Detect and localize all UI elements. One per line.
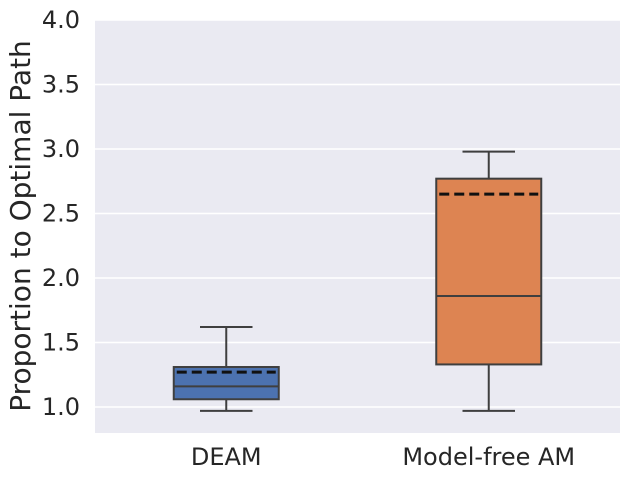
y-tick-labels: 1.0 1.5 2.0 2.5 3.0 3.5 4.0 (42, 6, 80, 421)
x-tick-label: DEAM (191, 443, 262, 471)
y-tick-label: 1.0 (42, 393, 80, 421)
x-tick-labels: DEAM Model-free AM (191, 443, 575, 471)
box-iqr (435, 177, 543, 366)
y-tick-label: 2.0 (42, 264, 80, 292)
y-axis-title: Proportion to Optimal Path (4, 40, 37, 412)
box-deam (172, 326, 280, 412)
y-tick-label: 3.0 (42, 135, 80, 163)
x-tick-label: Model-free AM (402, 443, 575, 471)
box-model-free-am (435, 150, 543, 412)
y-tick-label: 1.5 (42, 329, 80, 357)
y-tick-label: 2.5 (42, 200, 80, 228)
y-tick-label: 4.0 (42, 6, 80, 34)
boxes (172, 150, 543, 412)
y-tick-label: 3.5 (42, 71, 80, 99)
grid-lines (95, 19, 620, 408)
